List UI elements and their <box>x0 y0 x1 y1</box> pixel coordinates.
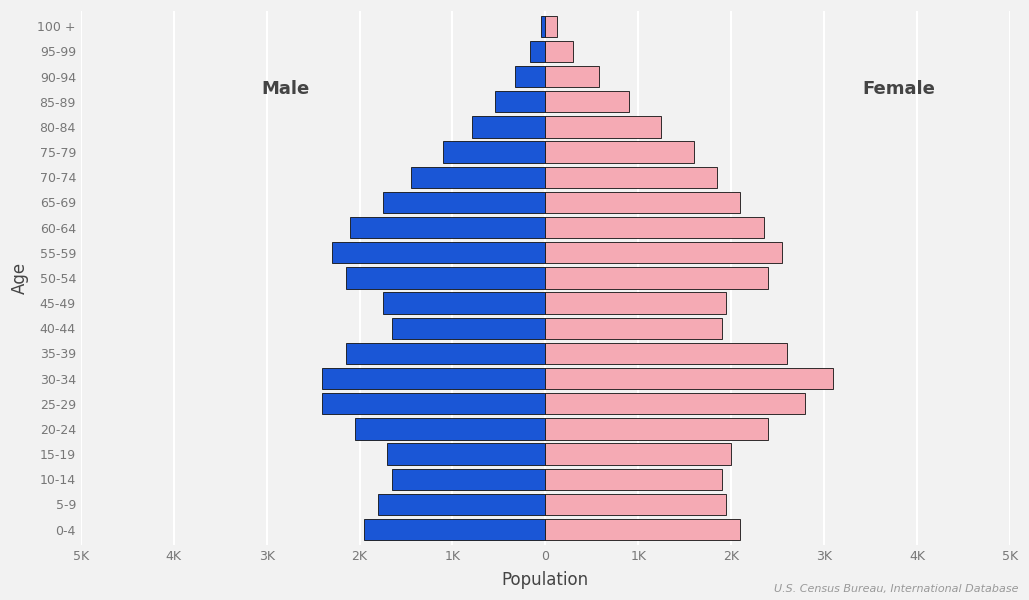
Bar <box>322 393 545 415</box>
Bar <box>545 16 558 37</box>
Bar <box>331 242 545 263</box>
Bar <box>383 191 545 213</box>
Bar <box>346 267 545 289</box>
Bar <box>545 91 629 112</box>
Bar <box>531 41 545 62</box>
Bar <box>545 41 573 62</box>
Bar <box>443 142 545 163</box>
Bar <box>545 418 769 440</box>
Bar <box>545 191 741 213</box>
Bar <box>545 368 833 389</box>
Y-axis label: Age: Age <box>11 262 29 294</box>
Bar <box>514 66 545 87</box>
Bar <box>545 267 769 289</box>
Bar <box>545 242 782 263</box>
Bar <box>545 116 662 137</box>
Text: U.S. Census Bureau, International Database: U.S. Census Bureau, International Databa… <box>774 584 1019 594</box>
Bar <box>545 142 694 163</box>
Bar <box>472 116 545 137</box>
Bar <box>392 317 545 339</box>
Text: Female: Female <box>862 80 934 98</box>
Bar <box>355 418 545 440</box>
Bar <box>378 494 545 515</box>
Bar <box>545 217 764 238</box>
Bar <box>545 494 726 515</box>
Bar <box>545 343 787 364</box>
Bar <box>364 519 545 540</box>
Bar <box>346 343 545 364</box>
Text: Male: Male <box>261 80 310 98</box>
Bar <box>545 469 721 490</box>
Bar <box>540 16 545 37</box>
Bar <box>495 91 545 112</box>
X-axis label: Population: Population <box>502 571 589 589</box>
Bar <box>387 443 545 465</box>
Bar <box>350 217 545 238</box>
Bar <box>411 167 545 188</box>
Bar <box>545 393 806 415</box>
Bar <box>545 292 726 314</box>
Bar <box>322 368 545 389</box>
Bar <box>545 66 599 87</box>
Bar <box>545 519 741 540</box>
Bar <box>383 292 545 314</box>
Bar <box>392 469 545 490</box>
Bar <box>545 167 717 188</box>
Bar <box>545 443 732 465</box>
Bar <box>545 317 721 339</box>
